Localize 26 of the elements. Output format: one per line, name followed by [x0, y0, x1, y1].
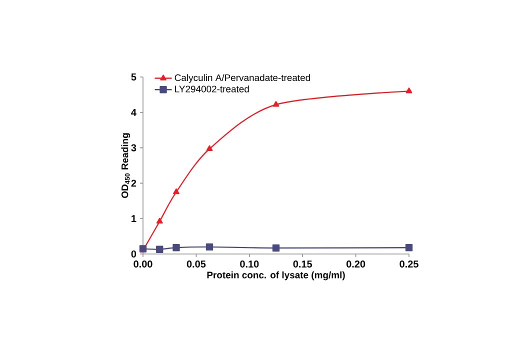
point: [173, 188, 180, 194]
point: [206, 243, 214, 251]
point: [172, 244, 180, 252]
y-tick-label: 0: [131, 250, 136, 258]
x-tick-label: 0.05: [186, 260, 206, 268]
x-tick-label: 0.10: [240, 260, 259, 268]
y-tick-label: 4: [131, 108, 136, 116]
y-axis-title: OD$_{450}$ Reading: [121, 133, 130, 198]
x-axis-title: Protein conc. of lysate (mg/ml): [207, 271, 345, 280]
point: [272, 101, 280, 107]
x-tick-label: 0.00: [134, 260, 152, 268]
point: [272, 244, 280, 252]
y-tick-label: 2: [131, 180, 136, 187]
y-tick-label: 1: [132, 215, 136, 222]
x-tick-label: 0.25: [400, 260, 418, 268]
legend-label: Calyculin A/Pervanadate-treated: [174, 74, 310, 83]
point: [406, 88, 412, 94]
point: [405, 244, 413, 252]
point: [206, 145, 213, 151]
y-tick-label: 3: [131, 144, 136, 152]
x-tick-label: 0.15: [293, 260, 312, 268]
x-tick-label: 0.20: [346, 260, 366, 268]
y-tick-label: 5: [131, 74, 136, 80]
point: [156, 246, 164, 253]
point: [156, 218, 163, 224]
legend-label: LY294002-treated: [175, 85, 249, 92]
